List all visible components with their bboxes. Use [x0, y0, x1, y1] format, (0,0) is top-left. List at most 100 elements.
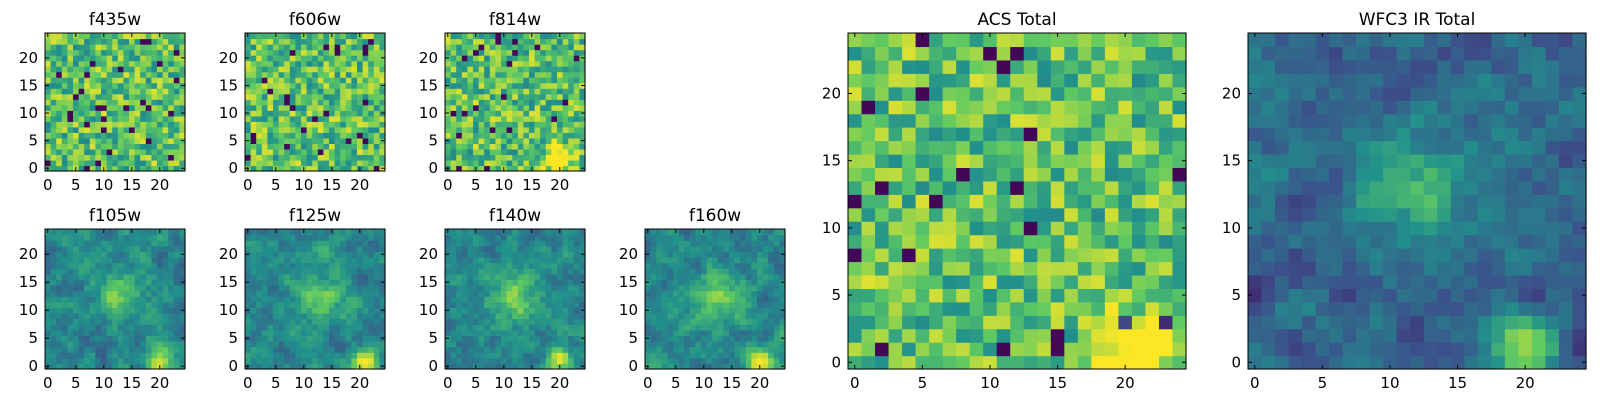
heatmap-cell — [168, 313, 175, 320]
heatmap-cell — [351, 132, 358, 139]
heatmap-cell — [902, 153, 917, 168]
heatmap-cell — [123, 335, 130, 342]
heatmap-cell — [261, 165, 268, 172]
heatmap-cell — [306, 38, 313, 45]
heatmap-cell — [73, 148, 80, 156]
heatmap-cell — [512, 352, 519, 359]
heatmap-cell — [334, 329, 341, 336]
heatmap-cell — [467, 77, 474, 84]
heatmap-cell — [323, 357, 330, 364]
heatmap-cell — [506, 71, 513, 78]
heatmap-cell — [773, 285, 780, 292]
heatmap-cell — [568, 137, 575, 144]
heatmap-cell — [1091, 274, 1106, 289]
heatmap-cell — [450, 296, 457, 303]
heatmap-cell — [1010, 355, 1025, 370]
heatmap-cell — [579, 38, 586, 45]
heatmap-cell — [667, 240, 674, 247]
heatmap-cell — [323, 132, 330, 139]
heatmap-cell — [456, 33, 463, 40]
heatmap-cell — [888, 221, 903, 236]
heatmap-cell — [61, 110, 68, 117]
heatmap-cell — [317, 318, 324, 325]
heatmap-cell — [473, 104, 480, 111]
heatmap-cell — [267, 44, 274, 51]
heatmap-cell — [740, 229, 747, 236]
heatmap-cell — [340, 104, 347, 111]
heatmap-cell — [461, 110, 468, 117]
heatmap-cell — [157, 268, 164, 275]
heatmap-cell — [117, 318, 124, 325]
heatmap-cell — [983, 274, 998, 289]
heatmap-cell — [151, 71, 158, 78]
heatmap-cell — [751, 363, 758, 370]
heatmap-cell — [179, 44, 186, 51]
heatmap-cell — [45, 132, 52, 139]
heatmap-cell — [101, 357, 108, 364]
heatmap-cell — [261, 352, 268, 359]
heatmap-cell — [667, 357, 674, 364]
heatmap-cell — [740, 285, 747, 292]
heatmap-cell — [579, 313, 586, 320]
heatmap-cell — [317, 279, 324, 286]
heatmap-cell — [368, 154, 375, 161]
heatmap-cell — [73, 82, 80, 89]
heatmap-cell — [106, 268, 113, 275]
heatmap-cell — [661, 313, 668, 320]
heatmap-cell — [368, 143, 375, 150]
heatmap-cell — [517, 137, 524, 144]
heatmap-cell — [368, 115, 375, 122]
heatmap-cell — [56, 60, 63, 67]
heatmap-cell — [545, 132, 552, 139]
heatmap-cell — [289, 71, 296, 78]
heatmap-cell — [73, 329, 80, 336]
heatmap-cell — [129, 357, 136, 364]
heatmap-cell — [461, 268, 468, 275]
heatmap-cell — [95, 257, 102, 264]
heatmap-cell — [317, 329, 324, 336]
heatmap-cell — [168, 71, 175, 78]
heatmap-cell — [357, 245, 364, 252]
heatmap-cell — [456, 110, 463, 117]
heatmap-cell — [762, 257, 769, 264]
heatmap-cell — [50, 307, 57, 314]
heatmap-cell — [61, 99, 68, 106]
heatmap-cell — [645, 352, 652, 359]
heatmap-cell — [689, 352, 696, 359]
heatmap-cell — [95, 357, 102, 364]
heatmap-cell — [467, 324, 474, 331]
heatmap-cell — [278, 137, 285, 144]
heatmap-cell — [50, 104, 57, 111]
heatmap-cell — [529, 110, 536, 117]
heatmap-cell — [295, 363, 302, 370]
heatmap-cell — [1131, 301, 1147, 316]
heatmap-cell — [368, 49, 375, 56]
heatmap-cell — [467, 307, 474, 314]
heatmap-cell — [656, 296, 663, 303]
heatmap-cell — [78, 77, 85, 84]
heatmap-cell — [362, 38, 369, 45]
heatmap-cell — [501, 357, 508, 364]
heatmap-cell — [267, 357, 274, 364]
heatmap-cell — [1064, 207, 1079, 222]
heatmap-cell — [323, 38, 330, 45]
heatmap-cell — [534, 329, 541, 336]
heatmap-cell — [489, 363, 496, 370]
heatmap-cell — [250, 148, 257, 156]
heatmap-cell — [473, 268, 480, 275]
heatmap-cell — [773, 240, 780, 247]
heatmap-cell — [489, 159, 496, 167]
heatmap-cell — [461, 279, 468, 286]
heatmap-cell — [323, 148, 330, 156]
heatmap-cell — [368, 290, 375, 297]
heatmap-cell — [645, 357, 652, 364]
heatmap-cell — [256, 329, 263, 336]
heatmap-cell — [345, 121, 352, 128]
heatmap-cell — [551, 262, 558, 269]
heatmap-cell — [306, 279, 313, 286]
heatmap-cell — [89, 296, 96, 303]
heatmap-cell — [301, 55, 308, 62]
heatmap-cell — [84, 121, 91, 128]
heatmap-cell — [162, 324, 169, 331]
heatmap-cell — [1172, 315, 1187, 330]
